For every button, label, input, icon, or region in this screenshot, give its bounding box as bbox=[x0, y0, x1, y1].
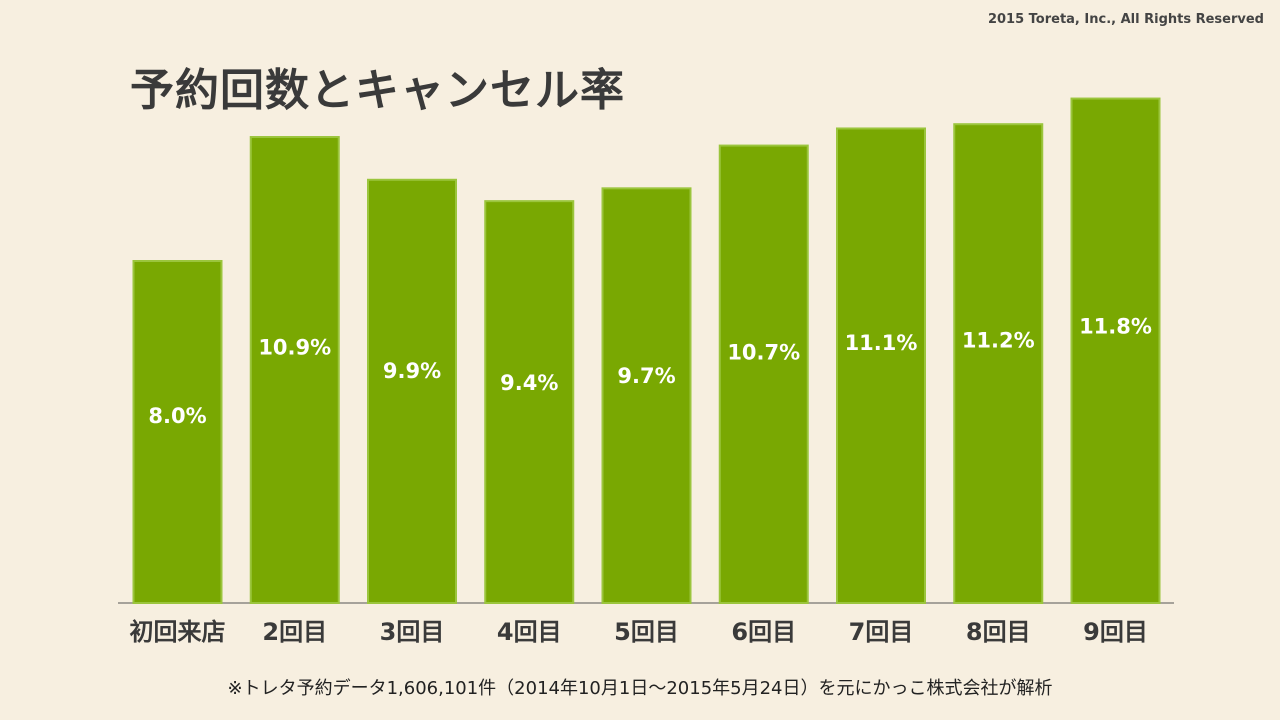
bar-value-label: 8.0% bbox=[148, 404, 206, 428]
category-label: 初回来店 bbox=[130, 618, 226, 646]
category-label: 5回目 bbox=[614, 618, 679, 646]
bar-value-label: 9.9% bbox=[383, 359, 441, 383]
bar bbox=[249, 136, 340, 604]
category-label: 9回目 bbox=[1083, 618, 1148, 646]
bar bbox=[484, 200, 575, 604]
bar bbox=[601, 187, 692, 604]
bar-value-label: 9.7% bbox=[617, 364, 675, 388]
bar-value-label: 11.1% bbox=[845, 331, 918, 355]
category-label: 7回目 bbox=[849, 618, 914, 646]
bar-value-label: 11.2% bbox=[962, 329, 1035, 353]
bar bbox=[367, 178, 457, 604]
bar bbox=[836, 127, 926, 604]
bar bbox=[953, 123, 1044, 604]
footnote: ※トレタ予約データ1,606,101件（2014年10月1日〜2015年5月24… bbox=[227, 678, 1053, 699]
category-label: 2回目 bbox=[262, 618, 327, 646]
copyright-notice: 2015 Toreta, Inc., All Rights Reserved bbox=[987, 12, 1264, 27]
bar bbox=[1070, 97, 1161, 605]
page-title: 予約回数とキャンセル率 bbox=[130, 65, 625, 116]
bar-value-label: 10.7% bbox=[727, 340, 800, 364]
bar bbox=[718, 144, 809, 604]
bar-value-label: 10.9% bbox=[258, 336, 331, 360]
bar-value-label: 11.8% bbox=[1079, 315, 1152, 339]
category-label: 3回目 bbox=[380, 618, 445, 646]
category-label: 4回目 bbox=[497, 618, 562, 646]
bar-value-label: 9.4% bbox=[500, 371, 558, 395]
bar bbox=[132, 260, 223, 604]
category-label: 6回目 bbox=[731, 618, 796, 646]
category-label: 8回目 bbox=[966, 618, 1031, 646]
